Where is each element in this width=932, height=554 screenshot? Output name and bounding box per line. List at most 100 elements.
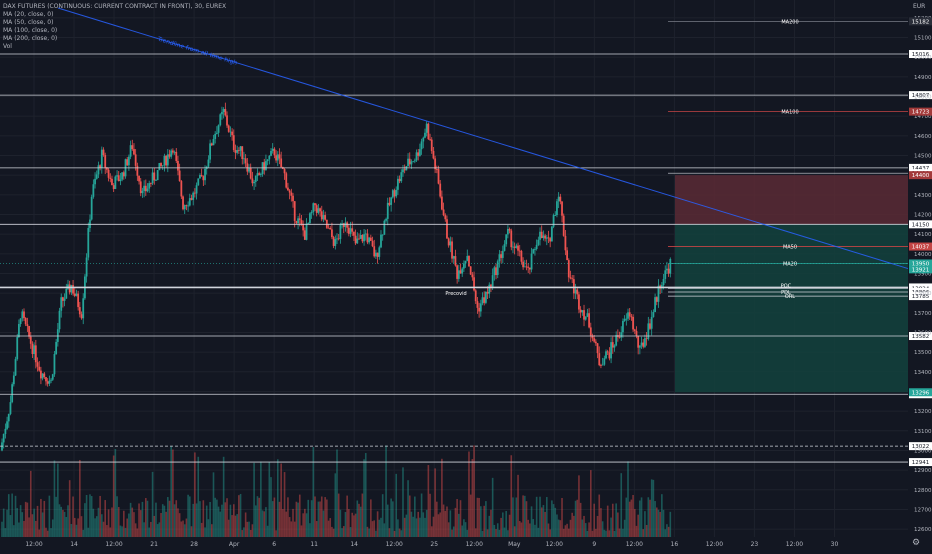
candle-body [265, 161, 267, 171]
volume-bar [429, 493, 431, 537]
volume-bar [268, 462, 271, 537]
level-tag [909, 287, 932, 296]
volume-bar [273, 497, 276, 537]
volume-bar [341, 528, 343, 537]
price-tag-label: 13296 [912, 390, 930, 396]
candle-body [645, 338, 648, 340]
candle-body [618, 336, 621, 338]
volume-bar [605, 530, 607, 537]
volume-bar [400, 530, 403, 537]
volume-bar [209, 501, 211, 537]
indicator-ma200[interactable]: MA (200, close, 0) [3, 35, 58, 42]
volume-bar [11, 493, 13, 537]
volume-bar [298, 494, 301, 537]
volume-bar [654, 501, 656, 537]
candle-body [474, 290, 477, 302]
volume-bar [561, 497, 563, 537]
candle-body [662, 278, 665, 286]
candle-body [18, 323, 20, 338]
volume-bar [573, 515, 575, 537]
volume-bar [104, 500, 107, 537]
volume-bar [126, 518, 129, 537]
x-tick-label: 12:00 [25, 541, 42, 548]
volume-bar [167, 497, 169, 537]
candle-body [202, 176, 205, 181]
candle-body [111, 178, 113, 186]
indicator-ma50[interactable]: MA (50, close, 0) [3, 19, 54, 26]
volume-bar [525, 501, 528, 537]
volume-bar [466, 529, 469, 537]
candle-body [635, 330, 638, 336]
volume-bar [512, 497, 514, 537]
volume-bar [60, 506, 63, 537]
volume-bar [662, 509, 665, 537]
candle-body [183, 205, 186, 210]
gear-icon[interactable]: ⚙ [912, 538, 921, 548]
volume-bar [557, 519, 560, 537]
volume-bar [359, 506, 362, 537]
volume-bar [33, 508, 35, 537]
candle-body [589, 327, 592, 336]
volume-bar [236, 514, 238, 537]
volume-bar [632, 494, 634, 537]
volume-bar [226, 498, 228, 537]
candle-body [19, 318, 22, 324]
volume-bar [331, 526, 333, 537]
volume-bar [241, 530, 244, 537]
x-tick-label: 30 [831, 541, 839, 548]
volume-bar [160, 512, 162, 537]
candle-body [506, 229, 509, 235]
candle-body [385, 218, 387, 221]
candle-body [131, 145, 134, 150]
price-axis: 1260012700128001290013000131001320013300… [909, 16, 932, 533]
candle-body [375, 252, 377, 257]
volume-bar [363, 459, 365, 537]
indicator-ma100[interactable]: MA (100, close, 0) [3, 27, 58, 34]
volume-bar [500, 517, 502, 537]
indicator-volume[interactable]: Vol [3, 43, 12, 50]
x-tick-label: 12:00 [546, 541, 563, 548]
volume-bar [649, 499, 651, 537]
volume-bar [136, 528, 139, 537]
candle-body [457, 270, 460, 279]
volume-bar [397, 519, 399, 537]
candle-body [254, 175, 257, 182]
candle-body [361, 234, 364, 242]
volume-bar [657, 509, 660, 537]
candle-body [353, 231, 355, 236]
volume-bar [194, 452, 196, 537]
volume-bar [420, 493, 423, 537]
volume-bar [591, 530, 594, 537]
candle-body [253, 181, 255, 184]
volume-bar [199, 501, 201, 537]
x-tick-label: May [508, 541, 521, 548]
indicator-ma20[interactable]: MA (20, close, 0) [3, 11, 54, 18]
candle-body [99, 165, 102, 168]
candle-body [493, 267, 496, 276]
candle-body [287, 187, 289, 191]
candle-body [160, 163, 162, 167]
volume-bar [156, 524, 159, 537]
volume-bar [600, 508, 602, 537]
volume-bar [610, 517, 612, 537]
candle-body [73, 293, 76, 296]
candle-body [354, 235, 357, 244]
volume-bar [222, 456, 225, 537]
candle-body [168, 154, 171, 157]
candle-body [40, 370, 42, 379]
y-tick-label: 13900 [914, 271, 932, 277]
volume-bar [280, 463, 282, 537]
candle-body [473, 277, 475, 291]
volume-bar [337, 493, 340, 537]
currency-label[interactable]: EUR [913, 3, 926, 10]
volume-bar [180, 521, 183, 537]
volume-bar [129, 502, 132, 537]
level-tag-label: 15016 [912, 52, 930, 58]
volume-bar [449, 510, 452, 537]
volume-bar [304, 508, 306, 537]
volume-bar [390, 498, 392, 537]
volume-bar [549, 529, 551, 537]
candle-body [307, 222, 310, 224]
